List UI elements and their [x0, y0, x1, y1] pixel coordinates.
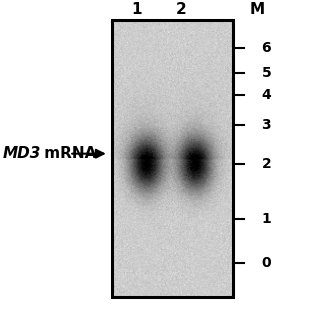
- Text: 0: 0: [261, 256, 271, 270]
- Text: mRNA: mRNA: [39, 146, 97, 161]
- Text: 1: 1: [261, 212, 271, 226]
- Text: 2: 2: [176, 2, 186, 17]
- Text: 1: 1: [132, 2, 142, 17]
- Text: 3: 3: [261, 118, 271, 132]
- Text: M: M: [249, 2, 264, 17]
- Text: 2: 2: [261, 157, 271, 171]
- Text: MD3: MD3: [3, 146, 42, 161]
- Text: 6: 6: [261, 41, 271, 55]
- Text: 4: 4: [261, 88, 271, 102]
- Text: 5: 5: [261, 66, 271, 80]
- Bar: [112, 20, 233, 296]
